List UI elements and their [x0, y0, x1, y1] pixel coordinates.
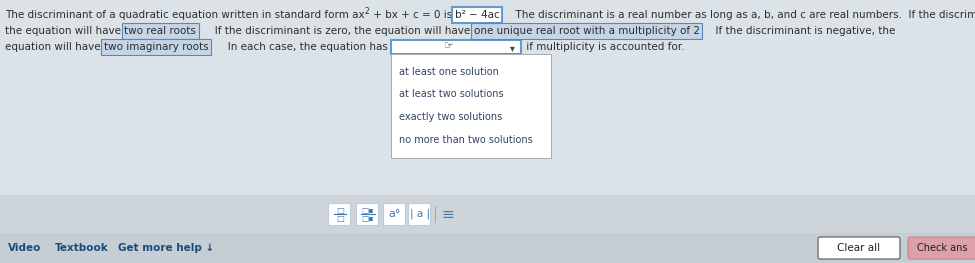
Text: The discriminant of a quadratic equation written in standard form ax: The discriminant of a quadratic equation… [5, 10, 365, 20]
Text: □▪: □▪ [361, 214, 373, 222]
Text: | a |: | a | [410, 209, 430, 219]
Text: the equation will have: the equation will have [5, 26, 124, 36]
Text: exactly two solutions: exactly two solutions [399, 112, 502, 122]
Text: In each case, the equation has: In each case, the equation has [217, 42, 391, 52]
Text: equation will have: equation will have [5, 42, 104, 52]
Text: If the discriminant is negative, the: If the discriminant is negative, the [709, 26, 895, 36]
Bar [0, 0, 975, 233]
Text: two real roots: two real roots [124, 26, 196, 36]
Bar [356, 203, 378, 225]
Bar [383, 203, 405, 225]
Text: Textbook: Textbook [55, 243, 109, 253]
Text: no more than two solutions: no more than two solutions [399, 135, 532, 145]
Text: + bx + c = 0 is: + bx + c = 0 is [370, 10, 452, 20]
Text: at least two solutions: at least two solutions [399, 89, 503, 99]
Text: Video: Video [8, 243, 41, 253]
Text: If the discriminant is zero, the equation will have: If the discriminant is zero, the equatio… [205, 26, 474, 36]
Text: □▪: □▪ [361, 205, 373, 215]
Bar [391, 54, 551, 158]
Text: b² − 4ac: b² − 4ac [454, 10, 499, 20]
Bar [391, 40, 521, 54]
FancyBboxPatch shape [818, 237, 900, 259]
Text: Clear all: Clear all [838, 243, 880, 253]
Text: one unique real root with a multiplicity of 2: one unique real root with a multiplicity… [474, 26, 700, 36]
Text: ☞: ☞ [444, 41, 453, 51]
Text: two imaginary roots: two imaginary roots [104, 42, 209, 52]
Text: □: □ [336, 214, 344, 222]
Text: □: □ [336, 205, 344, 215]
Text: ▾: ▾ [510, 43, 515, 53]
Text: Check ans: Check ans [916, 243, 967, 253]
Text: 2: 2 [365, 7, 370, 16]
Text: if multiplicity is accounted for.: if multiplicity is accounted for. [523, 42, 684, 52]
Text: at least one solution: at least one solution [399, 67, 498, 77]
Bar [0, 195, 975, 233]
Bar [328, 203, 350, 225]
Text: Get more help ↓: Get more help ↓ [118, 243, 214, 253]
Text: The discriminant is a real number as long as a, b, and c are real numbers.  If t: The discriminant is a real number as lon… [509, 10, 975, 20]
Bar [0, 233, 975, 263]
Bar [408, 203, 430, 225]
Text: a°: a° [389, 209, 401, 219]
Text: ≡: ≡ [442, 206, 454, 221]
FancyBboxPatch shape [908, 237, 975, 259]
